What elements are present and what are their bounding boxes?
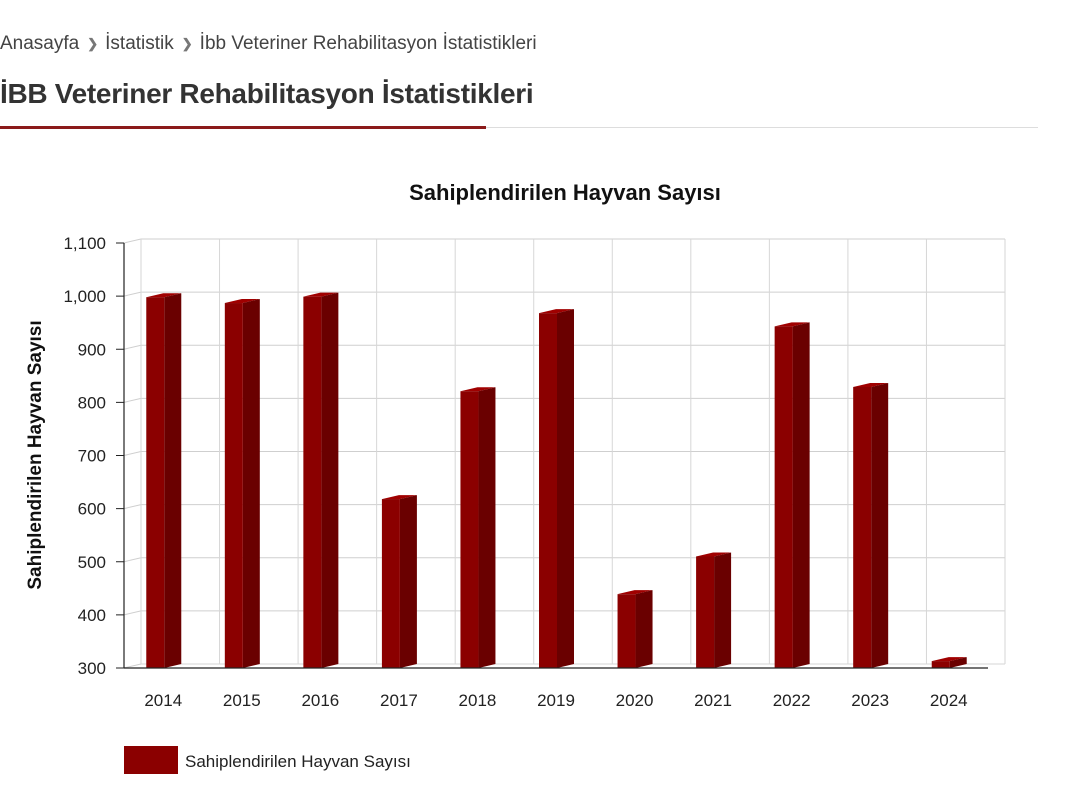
bar-top bbox=[303, 292, 339, 297]
y-axis-label: Sahiplendirilen Hayvan Sayısı bbox=[25, 320, 46, 589]
bar[interactable] bbox=[381, 495, 417, 668]
bar-front bbox=[460, 391, 479, 668]
bar-top bbox=[539, 309, 574, 314]
bar[interactable] bbox=[460, 387, 496, 668]
breadcrumb-home-link[interactable]: Anasayfa bbox=[0, 33, 80, 54]
x-tick-label: 2016 bbox=[301, 691, 339, 710]
breadcrumb-section-link[interactable]: İstatistik bbox=[105, 33, 174, 54]
breadcrumb: Anasayfa ❯ İstatistik ❯ İbb Veteriner Re… bbox=[0, 33, 537, 55]
bar[interactable] bbox=[696, 552, 732, 668]
gridline-diagonal bbox=[123, 291, 142, 297]
bar-front bbox=[696, 556, 715, 668]
y-tick-label: 900 bbox=[78, 340, 106, 359]
bar-top bbox=[696, 552, 732, 557]
bar-top bbox=[381, 495, 417, 500]
gridline-diagonal bbox=[123, 557, 142, 563]
x-tick-label: 2019 bbox=[537, 691, 575, 710]
bar-side bbox=[478, 387, 496, 668]
bar-top bbox=[774, 322, 810, 327]
gridline-diagonal bbox=[123, 663, 142, 669]
bar-front bbox=[303, 296, 322, 668]
bar-front bbox=[774, 326, 793, 668]
bar-front bbox=[931, 661, 950, 668]
gridline-diagonal bbox=[123, 397, 142, 403]
bar-side bbox=[871, 382, 889, 668]
x-tick-label: 2022 bbox=[773, 691, 811, 710]
gridline-diagonal bbox=[123, 344, 142, 350]
title-divider-accent bbox=[0, 126, 486, 129]
bar-front bbox=[539, 313, 557, 668]
bar-side bbox=[635, 590, 653, 668]
chevron-right-icon: ❯ bbox=[87, 36, 99, 51]
bar-top bbox=[931, 657, 967, 662]
legend[interactable]: Sahiplendirilen Hayvan Sayısı bbox=[124, 746, 411, 774]
x-tick-label: 2017 bbox=[380, 691, 418, 710]
y-tick-label: 400 bbox=[78, 606, 106, 625]
bar[interactable] bbox=[617, 590, 653, 668]
legend-label: Sahiplendirilen Hayvan Sayısı bbox=[185, 752, 411, 771]
bar[interactable] bbox=[224, 299, 260, 668]
bar-side bbox=[949, 657, 967, 668]
y-tick-label: 500 bbox=[78, 553, 106, 572]
gridline-diagonal bbox=[123, 451, 142, 456]
bar[interactable] bbox=[853, 382, 889, 668]
x-tick-label: 2020 bbox=[616, 691, 654, 710]
bar-side bbox=[792, 322, 810, 668]
bar-top bbox=[224, 299, 260, 304]
bar[interactable] bbox=[931, 657, 967, 668]
bar[interactable] bbox=[539, 309, 574, 668]
bar-side bbox=[557, 309, 574, 668]
bar[interactable] bbox=[146, 293, 182, 668]
x-tick-label: 2014 bbox=[144, 691, 182, 710]
title-divider bbox=[0, 127, 1038, 128]
chart-title: Sahiplendirilen Hayvan Sayısı bbox=[409, 180, 721, 205]
gridline-diagonal bbox=[123, 238, 142, 244]
gridline-diagonal bbox=[123, 610, 142, 616]
gridline-diagonal bbox=[123, 504, 142, 510]
y-tick-label: 1,000 bbox=[63, 287, 106, 306]
x-tick-label: 2018 bbox=[459, 691, 497, 710]
bar-top bbox=[460, 387, 496, 392]
y-tick-label: 600 bbox=[78, 500, 106, 519]
bar-side bbox=[714, 552, 732, 668]
bar-top bbox=[146, 293, 182, 298]
x-tick-label: 2021 bbox=[694, 691, 732, 710]
bar-side bbox=[164, 293, 182, 668]
bar-front bbox=[617, 594, 636, 668]
y-tick-label: 300 bbox=[78, 659, 106, 678]
bar-side bbox=[399, 495, 417, 668]
y-tick-label: 800 bbox=[78, 393, 106, 412]
x-tick-label: 2023 bbox=[851, 691, 889, 710]
x-tick-label: 2024 bbox=[930, 691, 968, 710]
x-tick-label: 2015 bbox=[223, 691, 261, 710]
bar-front bbox=[146, 297, 165, 668]
bar[interactable] bbox=[303, 292, 339, 668]
bar-top bbox=[617, 590, 653, 595]
bar-chart: 300 400 500 600 700 800 900 1,000 1,100 2014 2015 2… bbox=[25, 180, 1006, 774]
y-tick-label: 700 bbox=[78, 447, 106, 466]
bar-front bbox=[853, 386, 872, 668]
chevron-right-icon: ❯ bbox=[181, 36, 193, 51]
bar-front bbox=[224, 303, 243, 668]
bar-side bbox=[242, 299, 260, 668]
legend-swatch bbox=[124, 746, 178, 774]
bar-top bbox=[853, 382, 889, 387]
bar-side bbox=[321, 292, 339, 668]
breadcrumb-current: İbb Veteriner Rehabilitasyon İstatistikl… bbox=[199, 33, 537, 54]
page-title: İBB Veteriner Rehabilitasyon İstatistikl… bbox=[0, 78, 534, 109]
bar[interactable] bbox=[774, 322, 810, 668]
bar-front bbox=[381, 499, 400, 668]
y-tick-label: 1,100 bbox=[63, 234, 106, 253]
